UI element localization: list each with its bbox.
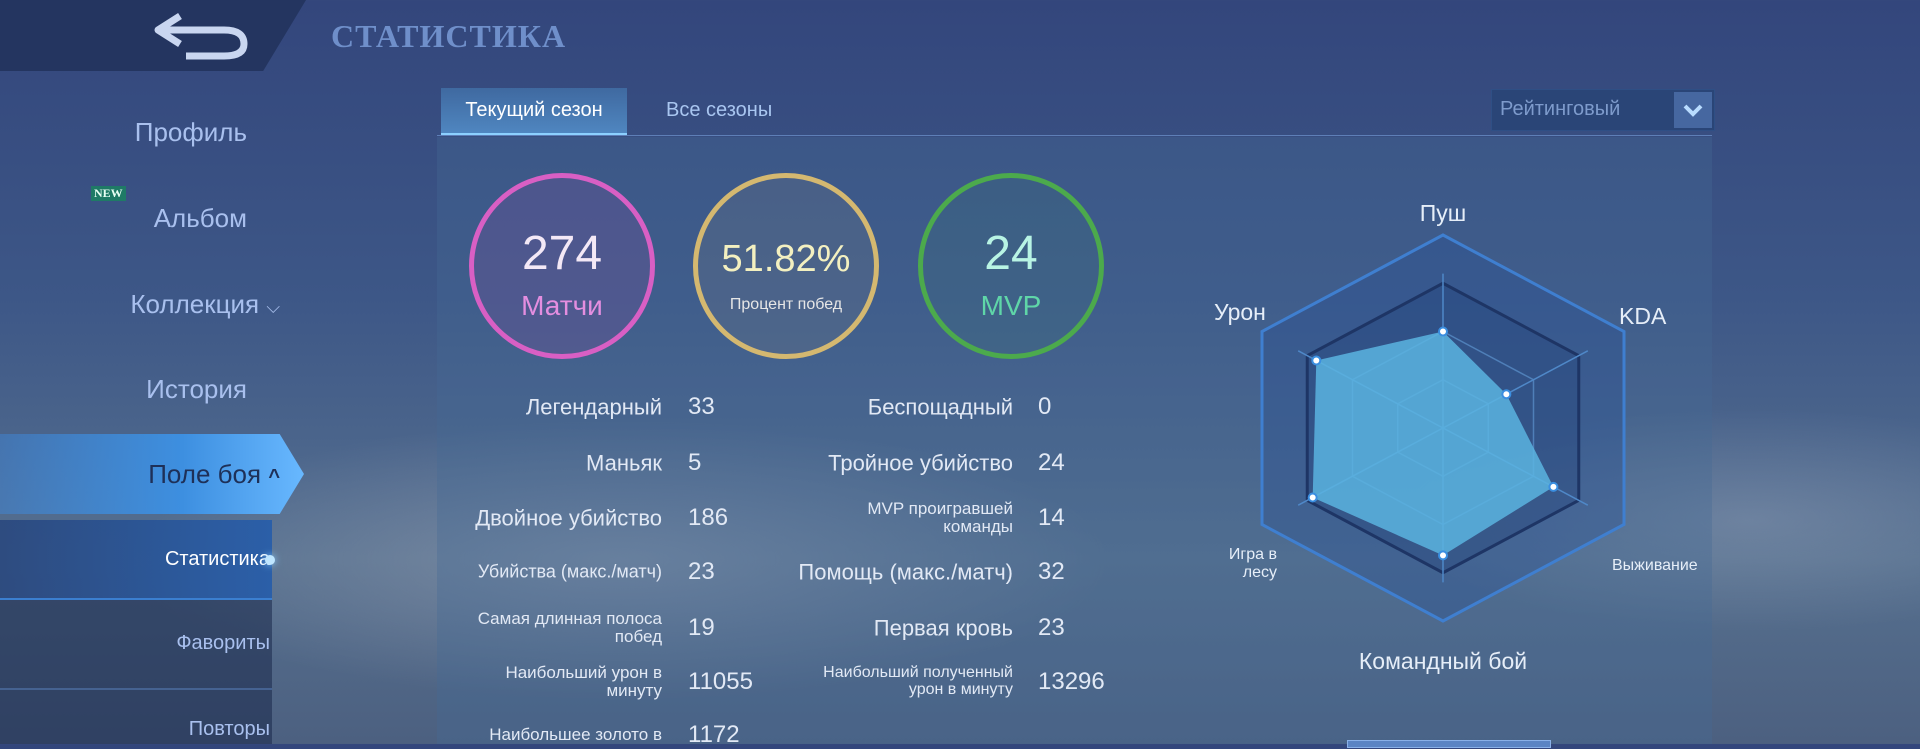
matches-value: 274 — [521, 227, 603, 280]
sidebar-active-highlight — [0, 434, 304, 514]
radar-label-teamfight: Командный бой — [1358, 648, 1528, 674]
stat-value: 32 — [1038, 558, 1065, 585]
radar-label-jungle: Игра в лесу — [1228, 546, 1277, 581]
stat-label: Первая кровь — [873, 615, 1013, 641]
sidebar-item-album[interactable]: Альбом — [153, 203, 247, 233]
radar-data-point — [1311, 355, 1322, 366]
radar-data-point — [1438, 326, 1448, 337]
radar-label-push: Пуш — [1419, 200, 1467, 226]
radar-label-damage: Урон — [1214, 299, 1266, 325]
radar-chart — [1260, 233, 1626, 623]
chevron-down-icon: ⌵ — [266, 297, 280, 317]
sidebar-item-history[interactable]: История — [146, 374, 247, 404]
stat-value: 33 — [688, 393, 715, 420]
stat-label: Беспощадный — [867, 394, 1013, 420]
stat-value: 1172 — [688, 721, 740, 748]
stat-value: 23 — [688, 558, 715, 585]
stat-label: Тройное убийство — [828, 450, 1013, 476]
winrate-label: Процент побед — [729, 296, 843, 313]
stat-label: Наибольшее золото в — [489, 725, 662, 745]
radar-data-point — [1307, 492, 1318, 503]
stat-label: Помощь (макс./матч) — [798, 559, 1013, 585]
sidebar-item-profile[interactable]: Профиль — [134, 117, 247, 147]
submenu-active-highlight — [0, 520, 272, 600]
radar-data-area — [1312, 331, 1554, 556]
header-bar — [0, 0, 306, 71]
winrate-circle: 51.82% Процент побед — [693, 173, 879, 359]
submenu-item-favorites[interactable]: Фавориты — [176, 632, 270, 654]
radar-label-survival: Выживание — [1612, 557, 1698, 574]
stat-value: 24 — [1038, 449, 1065, 476]
tab-current-season[interactable]: Текущий сезон — [441, 88, 627, 135]
bottom-button[interactable] — [1347, 740, 1551, 748]
stat-label: Наибольший полученный урон в минуту — [823, 664, 1013, 698]
submenu-item-replays[interactable]: Повторы — [188, 718, 270, 740]
stat-label: Самая длинная полоса побед — [477, 609, 662, 646]
sidebar-item-battlefield[interactable]: Поле боя ^ — [148, 459, 280, 490]
stat-value: 0 — [1038, 393, 1052, 420]
stat-label: Двойное убийство — [475, 505, 662, 531]
stat-value: 13296 — [1038, 668, 1105, 695]
divider — [0, 688, 272, 690]
stat-value: 14 — [1038, 504, 1065, 531]
new-badge: NEW — [91, 186, 126, 201]
label: Коллекция — [130, 289, 260, 319]
radar-data-point — [1548, 481, 1559, 492]
mvp-label: MVP — [980, 290, 1042, 321]
mode-select-value: Рейтинговый — [1500, 98, 1621, 120]
mode-select[interactable]: Рейтинговый — [1491, 89, 1715, 131]
stat-value: 11055 — [688, 668, 753, 695]
page-title: СТАТИСТИКА — [331, 18, 567, 54]
back-arrow-icon[interactable] — [150, 10, 250, 62]
submenu-item-statistics[interactable]: Статистика — [164, 548, 270, 570]
stat-label: Маньяк — [586, 450, 662, 476]
stat-value: 5 — [688, 449, 702, 476]
chevron-down-icon[interactable] — [1674, 92, 1712, 128]
sidebar-item-collection[interactable]: Коллекция ⌵ — [130, 289, 280, 320]
mvp-circle: 24 MVP — [918, 173, 1104, 359]
radar-label-kda: KDA — [1619, 303, 1667, 329]
label: Поле боя — [148, 459, 262, 489]
matches-circle: 274 Матчи — [469, 173, 655, 359]
active-dot-icon — [265, 555, 275, 565]
stat-value: 186 — [688, 504, 729, 531]
winrate-value: 51.82% — [721, 238, 851, 280]
tab-all-seasons[interactable]: Все сезоны — [666, 99, 773, 121]
mvp-value: 24 — [984, 227, 1038, 280]
stat-label: MVP проигравшей команды — [867, 499, 1013, 536]
stat-value: 23 — [1038, 614, 1065, 641]
radar-data-point — [1438, 550, 1448, 561]
radar-data-point — [1501, 389, 1512, 400]
stat-label: Убийства (макс./матч) — [477, 561, 662, 582]
stat-value: 19 — [688, 614, 715, 641]
tab-divider — [437, 135, 1712, 136]
chevron-up-icon: ^ — [268, 466, 280, 488]
stat-label: Легендарный — [525, 394, 662, 420]
stat-label: Наибольший урон в минуту — [505, 663, 662, 700]
matches-label: Матчи — [521, 290, 603, 321]
